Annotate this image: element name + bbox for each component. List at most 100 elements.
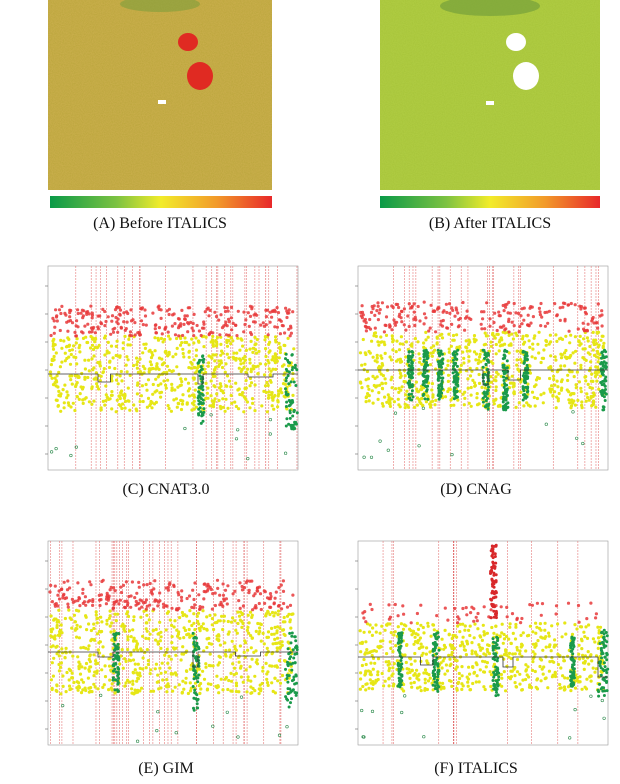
scatter-dot [449, 663, 452, 666]
scatter-dot [454, 379, 457, 382]
scatter-dot [284, 668, 287, 671]
scatter-dot [88, 665, 91, 668]
scatter-dot [217, 663, 220, 666]
scatter-dot [585, 678, 588, 681]
scatter-dot [511, 612, 514, 615]
scatter-dot [604, 399, 607, 402]
scatter-dot [223, 641, 226, 644]
scatter-dot [531, 348, 534, 351]
scatter-dot [451, 637, 454, 640]
scatter-dot [399, 361, 402, 364]
scatter-dot [566, 655, 569, 658]
scatter-dot [482, 310, 485, 313]
scatter-dot [154, 349, 157, 352]
scatter-dot [427, 625, 430, 628]
scatter-dot [444, 607, 447, 610]
scatter-dot [548, 635, 551, 638]
scatter-dot [57, 650, 60, 653]
scatter-dot [458, 677, 461, 680]
scatter-dot [109, 614, 112, 617]
scatter-dot [556, 385, 559, 388]
scatter-dot [277, 641, 280, 644]
scatter-dot [382, 684, 385, 687]
scatter-dot [224, 371, 227, 374]
scatter-dot [236, 622, 239, 625]
scatter-dot [569, 354, 572, 357]
scatter-dot [207, 637, 210, 640]
scatter-dot [458, 390, 461, 393]
scatter-dot [186, 330, 189, 333]
scatter-dot [414, 337, 417, 340]
scatter-dot [448, 658, 451, 661]
scatter-plot [30, 537, 302, 749]
scatter-dot [125, 660, 128, 663]
scatter-dot [494, 562, 497, 565]
scatter-dot [574, 335, 577, 338]
scatter-dot [564, 349, 567, 352]
scatter-dot [174, 671, 177, 674]
scatter-dot [475, 616, 478, 619]
scatter-dot [492, 645, 495, 648]
scatter-dot [426, 398, 429, 401]
scatter-dot [53, 603, 56, 606]
scatter-dot [408, 393, 411, 396]
scatter-dot [548, 377, 551, 380]
scatter-dot [392, 633, 395, 636]
scatter-dot [169, 337, 172, 340]
scatter-dot [263, 338, 266, 341]
scatter-dot [479, 655, 482, 658]
scatter-dot [466, 377, 469, 380]
scatter-dot [136, 360, 139, 363]
scatter-dot [446, 364, 449, 367]
scatter-dot [491, 547, 494, 550]
scatter-dot [199, 682, 202, 685]
spot [178, 33, 198, 51]
scatter-dot [482, 380, 485, 383]
scatter-dot [262, 390, 265, 393]
scatter-dot [413, 311, 416, 314]
scatter-dot [582, 631, 585, 634]
scatter-dot [54, 343, 57, 346]
scatter-dot [491, 581, 494, 584]
scatter-dot [448, 312, 451, 315]
scatter-dot [245, 349, 248, 352]
scatter-dot [68, 309, 71, 312]
scatter-dot [275, 631, 278, 634]
scatter-dot [74, 374, 77, 377]
scatter-dot [150, 356, 153, 359]
scatter-dot [94, 659, 97, 662]
scatter-dot [411, 376, 414, 379]
scatter-dot [287, 382, 290, 385]
scatter-dot [285, 405, 288, 408]
scatter-dot [506, 389, 509, 392]
scatter-dot [399, 376, 402, 379]
colorbar [50, 196, 272, 208]
scatter-dot [479, 668, 482, 671]
scatter-dot [154, 667, 157, 670]
scatter-dot [482, 630, 485, 633]
scatter-dot [433, 403, 436, 406]
scatter-dot [89, 346, 92, 349]
scatter-dot [282, 590, 285, 593]
scatter-dot [601, 324, 604, 327]
scatter-dot [258, 630, 261, 633]
scatter-dot [177, 630, 180, 633]
scatter-dot [193, 358, 196, 361]
scatter-dot [291, 415, 294, 418]
scatter-dot [124, 407, 127, 410]
scatter-dot [495, 636, 498, 639]
scatter-dot [450, 345, 453, 348]
scatter-dot [80, 678, 83, 681]
scatter-dot [444, 395, 447, 398]
scatter-dot [227, 356, 230, 359]
scatter-dot [110, 621, 113, 624]
scatter-dot [372, 334, 375, 337]
scatter-dot [419, 604, 422, 607]
scatter-dot [237, 736, 240, 739]
scatter-dot [112, 658, 115, 661]
scatter-dot [543, 637, 546, 640]
scatter-dot [187, 382, 190, 385]
scatter-dot [437, 349, 440, 352]
scatter-dot [513, 674, 516, 677]
scatter-dot [539, 313, 542, 316]
